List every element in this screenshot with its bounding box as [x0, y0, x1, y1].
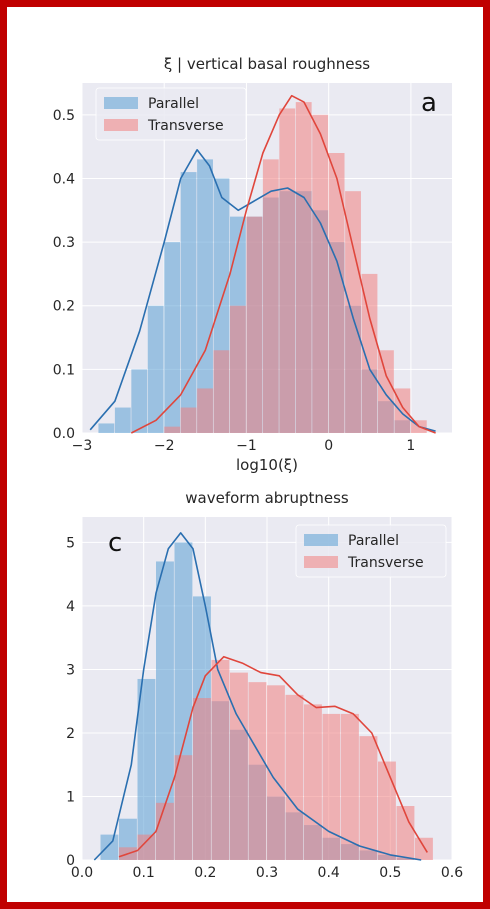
legend-swatch-parallel	[104, 97, 138, 109]
histogram-bar-transverse	[164, 427, 180, 433]
x-tick-label: 0.2	[194, 865, 216, 881]
histogram-bar-transverse	[360, 736, 378, 860]
y-tick-label: 3	[66, 662, 75, 678]
legend-swatch-transverse	[104, 119, 138, 131]
histogram-bar-transverse	[181, 408, 197, 433]
legend-label-transverse: Transverse	[347, 555, 424, 571]
panel-letter: a	[421, 88, 437, 118]
chart-title: ξ | vertical basal roughness	[164, 55, 370, 73]
x-tick-label: 0.3	[256, 865, 278, 881]
histogram-bar-transverse	[279, 108, 295, 433]
y-tick-label: 5	[66, 535, 75, 551]
histogram-bar-transverse	[312, 115, 328, 433]
legend-swatch-transverse	[304, 556, 338, 568]
histogram-bar-parallel	[181, 172, 197, 433]
x-tick-label: 0.4	[318, 865, 340, 881]
y-tick-label: 0.1	[53, 362, 75, 378]
x-tick-label: 0.6	[441, 865, 463, 881]
chart-panel-a: −3 −2 −1 0 10.00.10.20.30.40.5ξ | vertical b…	[53, 55, 452, 474]
legend-swatch-parallel	[304, 534, 338, 546]
y-tick-label: 0.4	[53, 171, 75, 187]
y-tick-label: 0.2	[53, 299, 75, 315]
y-tick-label: 1	[66, 789, 75, 805]
y-tick-label: 0.3	[53, 235, 75, 251]
x-axis-label: log10(ξ)	[236, 456, 298, 474]
histogram-bar-transverse	[378, 762, 396, 860]
histogram-bar-transverse	[378, 350, 394, 433]
histogram-bar-transverse	[304, 704, 322, 860]
histogram-bar-transverse	[345, 191, 361, 433]
histogram-bar-transverse	[175, 755, 193, 860]
histogram-bar-transverse	[230, 306, 246, 433]
histogram-bar-transverse	[214, 350, 230, 433]
legend: Parallel Transverse	[296, 525, 446, 577]
histogram-bar-transverse	[323, 714, 341, 860]
x-tick-label: 1	[406, 438, 415, 454]
histogram-bar-transverse	[156, 803, 174, 860]
x-tick-label: 0.5	[379, 865, 401, 881]
histogram-bar-transverse	[296, 102, 312, 433]
x-tick-label: −2	[154, 438, 175, 454]
histogram-bar-transverse	[193, 698, 211, 860]
legend-label-transverse: Transverse	[147, 118, 224, 134]
legend-label-parallel: Parallel	[148, 96, 199, 112]
panel-letter: c	[108, 528, 122, 558]
histogram-bar-transverse	[263, 159, 279, 433]
x-tick-label: 0	[324, 438, 333, 454]
y-tick-label: 4	[66, 599, 75, 615]
y-tick-label: 0	[66, 853, 75, 869]
x-tick-label: −1	[236, 438, 257, 454]
y-tick-label: 0.0	[53, 426, 75, 442]
chart-title: waveform abruptness	[185, 489, 349, 507]
histogram-bar-parallel	[131, 369, 147, 433]
histogram-bar-parallel	[98, 423, 114, 433]
legend-label-parallel: Parallel	[348, 533, 399, 549]
histogram-bar-transverse	[249, 682, 267, 860]
y-tick-label: 2	[66, 726, 75, 742]
x-tick-label: 0.1	[133, 865, 155, 881]
histogram-bar-parallel	[101, 835, 119, 860]
histogram-bar-transverse	[246, 217, 262, 433]
histogram-bar-parallel	[115, 408, 131, 433]
legend: Parallel Transverse	[96, 88, 246, 140]
histogram-bar-transverse	[329, 153, 345, 433]
histogram-bar-transverse	[197, 388, 213, 433]
y-tick-label: 0.5	[53, 108, 75, 124]
histogram-bar-transverse	[286, 695, 304, 860]
histogram-bar-transverse	[415, 838, 433, 860]
histogram-bar-parallel	[138, 679, 156, 860]
histogram-bar-transverse	[230, 673, 248, 860]
